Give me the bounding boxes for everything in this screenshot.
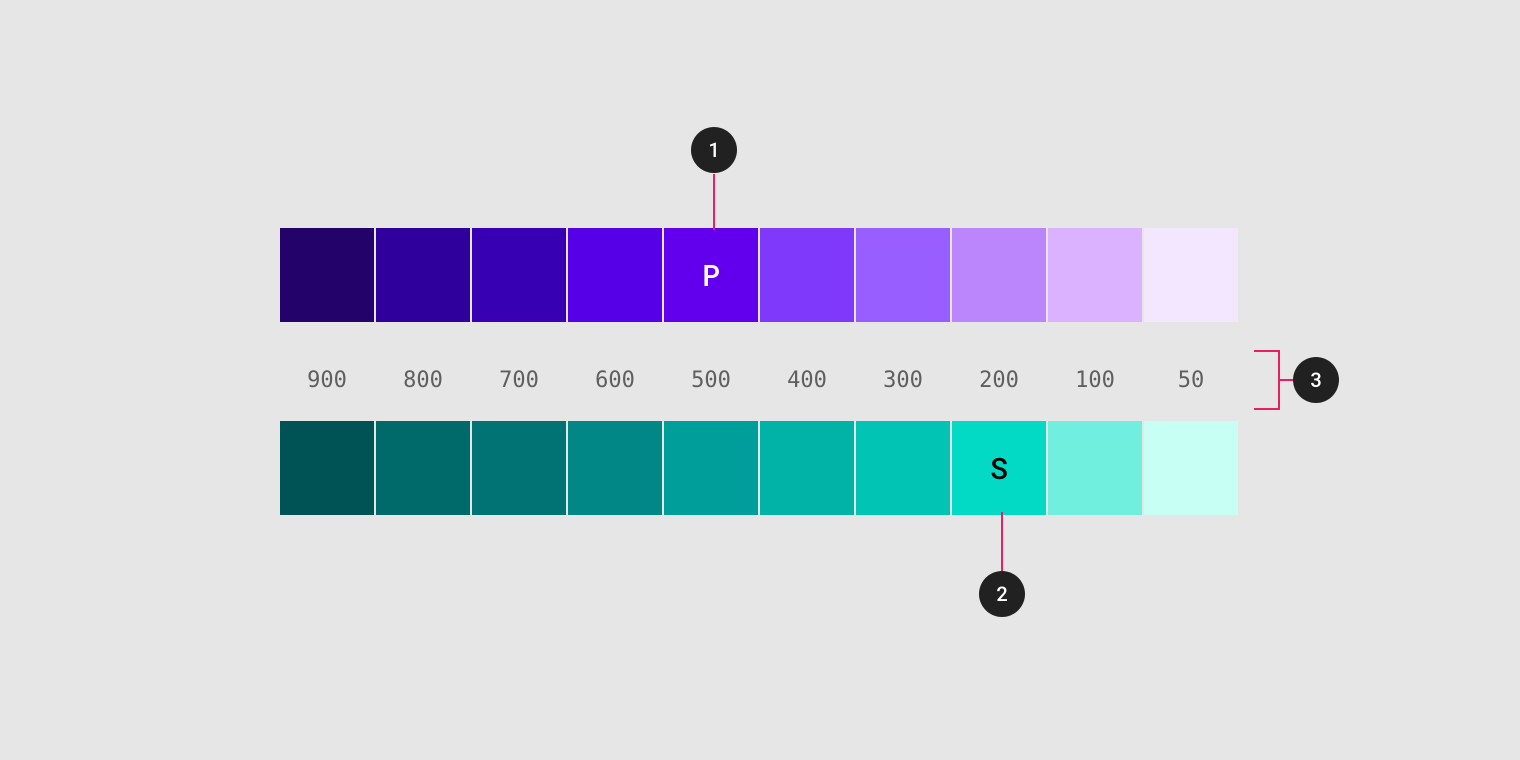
tone-label-900: 900 [280,350,374,410]
tone-label-text: 200 [979,368,1019,393]
annotation-badge-1: 1 [691,127,737,173]
swatch-primary-300 [856,228,950,322]
swatch-secondary-100 [1048,421,1142,515]
swatch-primary-100 [1048,228,1142,322]
secondary-badge-letter: S [990,449,1008,488]
annotation-connector-2 [1001,512,1003,572]
annotation-badge-number: 3 [1310,368,1321,392]
diagram-canvas: P S 900 800 700 600 500 400 300 200 100 50 1 2 3 [0,0,1520,760]
swatch-secondary-50 [1144,421,1238,515]
tone-label-text: 50 [1178,368,1205,393]
swatch-secondary-500 [664,421,758,515]
swatch-primary-900 [280,228,374,322]
primary-badge: P [668,232,754,318]
swatch-secondary-900 [280,421,374,515]
tone-label-800: 800 [376,350,470,410]
annotation-bracket-3 [1254,350,1280,410]
tone-label-text: 500 [691,368,731,393]
swatch-primary-700 [472,228,566,322]
primary-badge-letter: P [702,256,720,295]
tone-label-100: 100 [1048,350,1142,410]
tone-label-text: 300 [883,368,923,393]
palette-row-secondary [280,421,1238,515]
tone-label-300: 300 [856,350,950,410]
swatch-secondary-800 [376,421,470,515]
tone-label-400: 400 [760,350,854,410]
secondary-badge: S [956,425,1042,511]
tone-labels: 900 800 700 600 500 400 300 200 100 50 [280,350,1238,410]
tone-label-text: 700 [499,368,539,393]
tone-label-50: 50 [1144,350,1238,410]
tone-label-600: 600 [568,350,662,410]
tone-label-500: 500 [664,350,758,410]
tone-label-200: 200 [952,350,1046,410]
swatch-primary-50 [1144,228,1238,322]
annotation-connector-3 [1280,379,1294,381]
swatch-secondary-700 [472,421,566,515]
swatch-secondary-400 [760,421,854,515]
annotation-badge-number: 1 [708,138,719,162]
tone-label-text: 900 [307,368,347,393]
tone-label-text: 600 [595,368,635,393]
swatch-primary-800 [376,228,470,322]
annotation-badge-3: 3 [1293,357,1339,403]
swatch-primary-600 [568,228,662,322]
palette-row-primary [280,228,1238,322]
swatch-primary-400 [760,228,854,322]
tone-label-text: 100 [1075,368,1115,393]
tone-label-text: 400 [787,368,827,393]
swatch-primary-200 [952,228,1046,322]
annotation-connector-1 [713,174,715,230]
tone-label-text: 800 [403,368,443,393]
annotation-badge-number: 2 [996,582,1007,606]
swatch-secondary-600 [568,421,662,515]
annotation-badge-2: 2 [979,571,1025,617]
tone-label-700: 700 [472,350,566,410]
swatch-secondary-300 [856,421,950,515]
